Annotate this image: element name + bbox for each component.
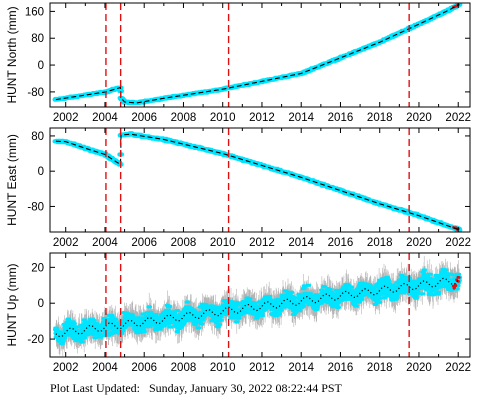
east-panel: 2002 2004 2006 2008 2010 2012 2014 2016 2018 2020… <box>5 127 471 249</box>
north-x-tick-label: 2002 <box>53 112 79 124</box>
north-gps-points <box>52 3 463 106</box>
north-x-tick-label: 2018 <box>367 112 393 124</box>
east-y-tick-label: -80 <box>27 201 44 213</box>
north-gps-point-set <box>52 3 463 106</box>
east-model-line <box>55 133 460 231</box>
east-x-tick-label: 2012 <box>249 237 275 249</box>
east-x-tick-label: 2022 <box>445 237 471 249</box>
north-event-lines <box>105 3 410 107</box>
north-model-line <box>55 3 460 104</box>
north-panel: 2002 2004 2006 2008 2010 2012 2014 2016 2018 2020… <box>5 2 471 124</box>
east-model-curve <box>55 133 460 231</box>
north-x-tick-label: 2022 <box>445 112 471 124</box>
north-axis-ticks: 2002 2004 2006 2008 2010 2012 2014 2016 2018 2020… <box>25 3 471 124</box>
up-event-lines <box>105 253 410 357</box>
east-x-tick-label: 2016 <box>328 237 354 249</box>
up-y-tick-label: -20 <box>27 334 44 346</box>
up-x-tick-label: 2012 <box>249 362 275 374</box>
up-x-tick-label: 2002 <box>53 362 79 374</box>
north-x-tick-label: 2010 <box>210 112 236 124</box>
up-x-tick-label: 2020 <box>406 362 432 374</box>
north-y-tick-label: 160 <box>25 6 44 18</box>
east-y-tick-label: 80 <box>31 131 44 143</box>
north-x-tick-label: 2004 <box>92 112 118 124</box>
plot-updated-label: Plot Last Updated: <box>50 381 140 395</box>
plot-updated-timestamp: Sunday, January 30, 2022 08:22:44 PST <box>149 381 342 395</box>
up-x-tick-label: 2014 <box>288 362 314 374</box>
up-model-curve <box>55 277 460 338</box>
east-x-tick-label: 2020 <box>406 237 432 249</box>
north-y-tick-label: -80 <box>27 87 44 99</box>
north-x-tick-label: 2008 <box>171 112 197 124</box>
up-recent-point <box>457 276 461 279</box>
plot-updated-footer: Plot Last Updated: Sunday, January 30, 2… <box>50 381 342 396</box>
up-panel: 2002 2004 2006 2008 2010 2012 2014 2016 2018 2020… <box>5 252 471 374</box>
up-recent-point <box>453 286 456 290</box>
east-plot-frame <box>49 127 471 233</box>
east-x-tick-label: 2014 <box>288 237 314 249</box>
north-x-tick-label: 2016 <box>328 112 354 124</box>
east-event-lines <box>105 128 410 232</box>
up-x-tick-label: 2004 <box>92 362 118 374</box>
north-x-tick-label: 2020 <box>406 112 432 124</box>
north-plot-frame <box>49 2 471 108</box>
up-axis-ticks: 2002 2004 2006 2008 2010 2012 2014 2016 2018 2020… <box>27 253 471 374</box>
up-x-tick-label: 2006 <box>131 362 157 374</box>
east-x-tick-label: 2002 <box>53 237 79 249</box>
up-x-tick-label: 2008 <box>171 362 197 374</box>
east-x-tick-label: 2018 <box>367 237 393 249</box>
up-y-tick-label: 0 <box>38 298 44 310</box>
north-y-axis-label: HUNT North (mm) <box>5 6 19 103</box>
up-gps-points <box>53 267 463 346</box>
east-y-axis-label: HUNT East (mm) <box>5 134 19 226</box>
up-x-tick-label: 2022 <box>445 362 471 374</box>
east-x-tick-label: 2010 <box>210 237 236 249</box>
up-gps-point-set <box>53 267 463 346</box>
north-y-tick-label: 0 <box>38 60 44 72</box>
east-gps-points <box>52 131 463 232</box>
east-axis-ticks: 2002 2004 2006 2008 2010 2012 2014 2016 2018 2020… <box>27 128 471 249</box>
up-recent-point <box>454 284 458 287</box>
up-x-tick-label: 2016 <box>328 362 354 374</box>
north-model-curve <box>55 3 460 104</box>
north-x-tick-label: 2006 <box>131 112 157 124</box>
up-x-tick-label: 2010 <box>210 362 236 374</box>
east-gps-point-set <box>52 131 463 232</box>
up-plot-frame <box>49 252 471 358</box>
east-x-tick-label: 2006 <box>131 237 157 249</box>
north-x-tick-label: 2012 <box>249 112 275 124</box>
east-x-tick-label: 2004 <box>92 237 118 249</box>
up-y-axis-label: HUNT Up (mm) <box>5 263 19 346</box>
up-y-tick-label: 20 <box>31 262 44 274</box>
up-model-line <box>55 277 460 338</box>
up-x-tick-label: 2018 <box>367 362 393 374</box>
north-x-tick-label: 2014 <box>288 112 314 124</box>
north-y-tick-label: 80 <box>31 33 44 45</box>
east-x-tick-label: 2008 <box>171 237 197 249</box>
east-y-tick-label: 0 <box>38 166 44 178</box>
